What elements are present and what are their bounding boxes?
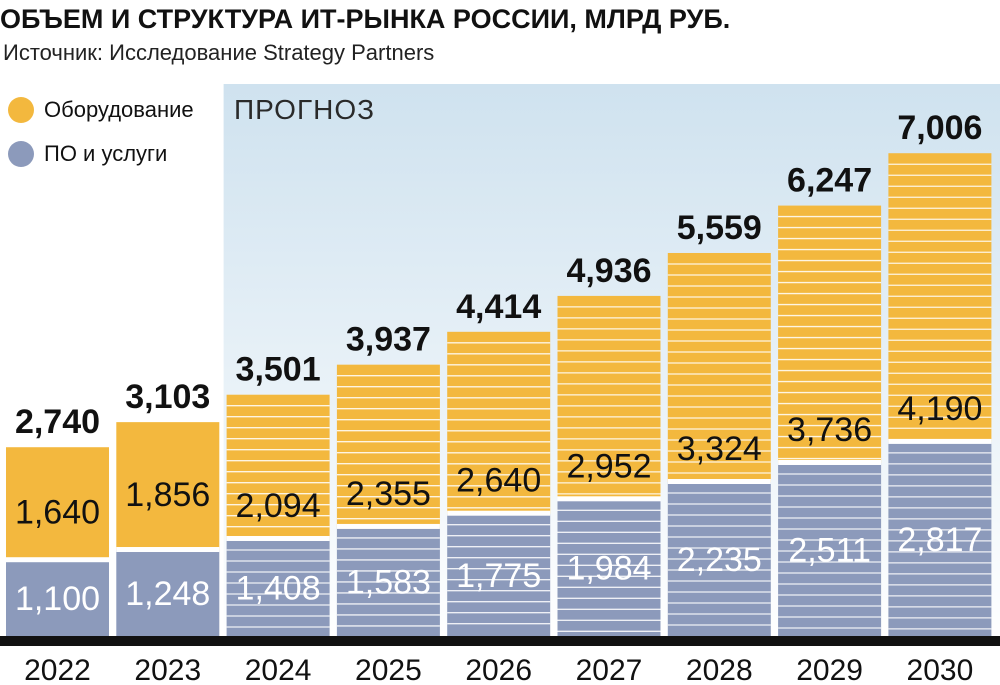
data-label-hardware: 3,736 <box>787 411 872 449</box>
x-tick-label: 2030 <box>907 654 974 685</box>
x-axis-baseline <box>0 636 1000 646</box>
legend-label-hardware: Оборудование <box>44 97 194 122</box>
bar-software <box>888 441 992 636</box>
x-tick-label: 2022 <box>24 654 91 685</box>
x-tick-label: 2025 <box>355 654 422 685</box>
data-label-hardware: 3,324 <box>677 430 762 468</box>
data-label-total: 2,740 <box>15 403 100 441</box>
data-label-total: 4,414 <box>456 288 541 326</box>
data-label-total: 7,006 <box>897 109 982 147</box>
chart-title: ОБЪЕМ И СТРУКТУРА ИТ-РЫНКА РОССИИ, МЛРД … <box>0 4 731 34</box>
bar-software <box>226 538 330 636</box>
data-label-software: 1,775 <box>456 557 541 595</box>
data-label-software: 1,248 <box>125 575 210 613</box>
bar-software <box>6 560 109 636</box>
data-label-software: 2,235 <box>677 541 762 579</box>
bar-hardware <box>336 364 440 527</box>
forecast-label: ПРОГНОЗ <box>234 94 376 125</box>
x-tick-label: 2028 <box>686 654 753 685</box>
x-tick-label: 2024 <box>245 654 312 685</box>
data-label-software: 1,100 <box>15 580 100 618</box>
bar-software <box>116 550 220 636</box>
bar-hardware <box>778 205 882 463</box>
segment-separator <box>447 510 551 516</box>
data-label-total: 3,937 <box>346 321 431 359</box>
bar-hardware <box>557 295 661 500</box>
bar-hardware <box>6 447 109 561</box>
data-label-total: 6,247 <box>787 162 872 200</box>
data-label-hardware: 2,094 <box>236 487 321 525</box>
bar-hardware <box>667 252 771 483</box>
segment-separator <box>116 547 220 553</box>
data-label-total: 5,559 <box>677 209 762 247</box>
data-label-hardware: 2,640 <box>456 462 541 500</box>
data-label-software: 1,984 <box>566 550 651 588</box>
legend-item-software: ПО и услуги <box>8 141 167 167</box>
segment-separator <box>778 459 882 465</box>
data-label-hardware: 1,856 <box>125 476 210 514</box>
data-label-hardware: 1,640 <box>15 494 100 532</box>
bar-software <box>557 499 661 636</box>
bar-hardware <box>888 153 992 442</box>
segment-separator <box>226 535 330 541</box>
data-label-software: 2,511 <box>788 531 871 569</box>
legend-swatch-software <box>8 141 34 167</box>
data-label-hardware: 2,355 <box>346 475 431 513</box>
data-label-software: 1,583 <box>346 563 431 601</box>
segment-separator <box>336 523 440 529</box>
data-label-total: 4,936 <box>566 252 651 290</box>
segment-separator <box>557 496 661 502</box>
x-tick-label: 2029 <box>796 654 863 685</box>
data-label-software: 1,408 <box>236 569 321 607</box>
x-tick-label: 2026 <box>465 654 532 685</box>
data-label-total: 3,103 <box>125 378 210 416</box>
bar-hardware <box>116 422 220 551</box>
bar-software <box>778 462 882 636</box>
legend-label-software: ПО и услуги <box>44 141 168 166</box>
bar-hardware <box>447 331 551 514</box>
data-label-hardware: 4,190 <box>897 390 982 428</box>
segment-separator <box>667 479 771 485</box>
segment-separator <box>888 438 992 444</box>
segment-separator <box>6 557 109 563</box>
bar-software <box>447 513 551 636</box>
x-tick-label: 2027 <box>576 654 643 685</box>
data-label-total: 3,501 <box>236 351 321 389</box>
data-label-software: 2,817 <box>897 521 982 559</box>
data-label-hardware: 2,952 <box>566 447 651 485</box>
legend-item-hardware: Оборудование <box>8 97 194 123</box>
source-note: Источник: Исследование Strategy Partners <box>3 40 435 65</box>
legend-swatch-hardware <box>8 97 34 123</box>
bar-hardware <box>226 394 330 539</box>
x-tick-label: 2023 <box>134 654 201 685</box>
